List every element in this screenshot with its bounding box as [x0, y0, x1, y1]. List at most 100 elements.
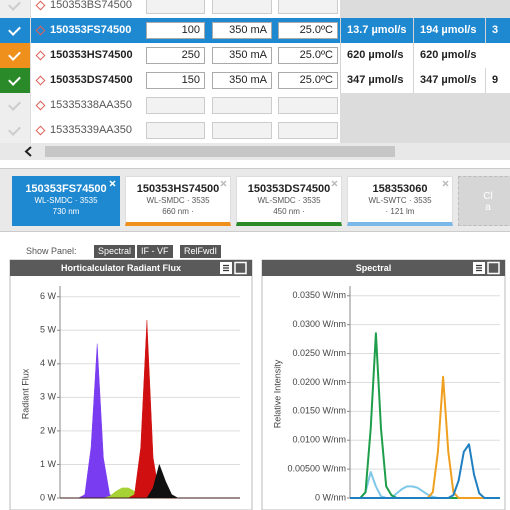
y-tick-label: 0 W [40, 492, 57, 502]
input-temperature[interactable]: 25.0ºC [278, 72, 338, 89]
input-temperature[interactable] [278, 0, 338, 14]
input-quantity[interactable]: 250 [146, 47, 205, 64]
y-tick-label: 2 W [40, 425, 57, 435]
close-icon [331, 180, 338, 187]
y-tick-label: 0.00500 W/nm [287, 463, 346, 473]
input-temperature[interactable]: 25.0ºC [278, 47, 338, 64]
close-icon [109, 180, 116, 187]
scroll-thumb[interactable] [45, 146, 395, 157]
part-name: 15335339AA350 [32, 118, 132, 143]
row-checkbox[interactable] [0, 118, 31, 143]
add-card-text: Cl [483, 191, 493, 202]
table-row: 15335339AA350 [0, 118, 510, 144]
input-quantity[interactable] [146, 122, 205, 139]
card-close[interactable] [442, 180, 449, 187]
card-close[interactable] [220, 180, 227, 187]
card-close[interactable] [331, 180, 338, 187]
maximize-button[interactable] [234, 261, 247, 275]
input-current[interactable] [212, 97, 272, 114]
table-row: 15335338AA350 [0, 93, 510, 119]
table-row: 150353HS74500 250 350 mA 25.0ºC 620 µmol/s 62… [0, 43, 510, 69]
y-axis-label: Relative Intensity [272, 359, 282, 428]
close-icon [220, 180, 227, 187]
area [60, 463, 240, 499]
row-checkbox[interactable] [0, 93, 31, 118]
card-spec: · 121 lm [385, 207, 415, 216]
cell-more: 9 [485, 68, 510, 93]
cell-ppf: 620 µmol/s [340, 43, 413, 68]
input-quantity[interactable]: 100 [146, 22, 205, 39]
card-package: WL-SMDC · 3535 [34, 196, 98, 205]
input-current[interactable]: 350 mA [212, 72, 272, 89]
card-close[interactable] [109, 180, 116, 187]
y-tick-label: 5 W [40, 325, 57, 335]
card-package: WL-SWTC · 3535 [368, 196, 432, 205]
close-icon [442, 180, 449, 187]
table-row: 150353BS74500 [0, 0, 510, 19]
card-package: WL-SMDC · 3535 [257, 196, 321, 205]
input-quantity[interactable] [146, 97, 205, 114]
y-tick-label: 0.0100 W/nm [292, 435, 346, 445]
cell-ppf_total: 347 µmol/s [413, 68, 485, 93]
input-quantity[interactable]: 150 [146, 72, 205, 89]
scrollbar[interactable] [0, 143, 510, 160]
input-current[interactable]: 350 mA [212, 22, 272, 39]
panel-header [10, 260, 252, 276]
y-axis-label: Radiant Flux [20, 368, 30, 419]
card-spec: 450 nm · [273, 207, 305, 216]
table-row: 150353FS74500 100 350 mA 25.0ºC 13.7 µmol/s 1… [0, 18, 510, 44]
panel-button[interactable]: IF - VF [137, 245, 173, 258]
input-temperature[interactable] [278, 97, 338, 114]
row-checkbox[interactable] [0, 43, 31, 68]
empty-cell [340, 0, 510, 18]
cell-more: 3 [485, 18, 510, 43]
panel-title: Horticalculator Radiant Flux [61, 263, 181, 273]
y-tick-label: 0.0250 W/nm [292, 348, 346, 358]
empty-cell [340, 93, 510, 118]
y-tick-label: 6 W [40, 291, 57, 301]
y-tick-label: 4 W [40, 358, 57, 368]
led-card[interactable]: 150353DS74500 WL-SMDC · 3535 450 nm · [236, 176, 342, 226]
y-tick-label: 0.0150 W/nm [292, 406, 346, 416]
panel-header [262, 260, 505, 276]
cell-ppf: 13.7 µmol/s [340, 18, 413, 43]
panel-button[interactable]: Spectral [94, 245, 136, 258]
panel [261, 259, 506, 510]
part-name: 150353BS74500 [32, 0, 132, 18]
card-part: 150353DS74500 [247, 183, 331, 195]
part-name: 150353HS74500 [32, 43, 133, 68]
scroll-left[interactable] [24, 146, 34, 157]
input-temperature[interactable] [278, 122, 338, 139]
y-tick-label: 3 W [40, 392, 57, 402]
parts-table: 150353BS74500 150353FS74500 100 350 mA 25.0º… [0, 0, 510, 160]
input-quantity[interactable] [146, 0, 205, 14]
y-tick-label: 0.0300 W/nm [292, 319, 346, 329]
y-tick-label: 0 W/nm [315, 492, 346, 502]
row-checkbox[interactable] [0, 0, 31, 18]
input-current[interactable] [212, 0, 272, 14]
input-current[interactable]: 350 mA [212, 47, 272, 64]
led-card[interactable]: 150353HS74500 WL-SMDC · 3535 660 nm · [125, 176, 231, 226]
add-card[interactable]: Cl a [458, 176, 510, 226]
input-current[interactable] [212, 122, 272, 139]
y-tick-label: 0.0350 W/nm [292, 290, 346, 300]
row-checkbox[interactable] [0, 68, 31, 93]
menu-icon [223, 264, 229, 272]
cell-ppf: 347 µmol/s [340, 68, 413, 93]
add-card-text: a [485, 202, 491, 213]
panel-title: Spectral [356, 263, 392, 273]
table-row: 150353DS74500 150 350 mA 25.0ºC 347 µmol/s 34… [0, 68, 510, 94]
card-part: 150353HS74500 [136, 183, 220, 195]
led-card[interactable]: 150353FS74500 WL-SMDC · 3535 730 nm [12, 176, 120, 226]
empty-cell [340, 118, 510, 143]
show-panel-label: Show Panel: [26, 246, 77, 256]
led-card[interactable]: 158353060 WL-SWTC · 3535 · 121 lm [347, 176, 453, 226]
input-temperature[interactable]: 25.0ºC [278, 22, 338, 39]
row-checkbox[interactable] [0, 18, 31, 43]
panel-button[interactable]: RelFwdI [180, 245, 222, 258]
maximize-button[interactable] [487, 261, 500, 275]
card-spec: 660 nm · [162, 207, 194, 216]
part-name: 15335338AA350 [32, 93, 132, 118]
line [350, 443, 500, 499]
